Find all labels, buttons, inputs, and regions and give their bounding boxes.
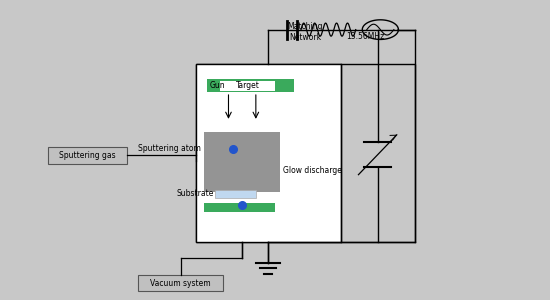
Text: Network: Network <box>289 33 321 42</box>
Text: Glow discharge: Glow discharge <box>283 166 342 175</box>
Text: Substrate: Substrate <box>177 189 214 198</box>
Bar <box>196 64 415 242</box>
Bar <box>204 132 280 192</box>
Text: Sputtering atom: Sputtering atom <box>138 144 201 153</box>
Bar <box>48 147 127 164</box>
Bar <box>204 203 275 212</box>
Bar <box>215 190 256 198</box>
Text: Gun: Gun <box>210 81 225 90</box>
Bar <box>207 79 294 92</box>
Bar <box>221 81 275 91</box>
Text: Matching: Matching <box>287 22 323 31</box>
Text: Sputtering gas: Sputtering gas <box>59 151 116 160</box>
Bar <box>138 275 223 291</box>
Bar <box>196 64 340 242</box>
Text: 13.56MHz: 13.56MHz <box>346 32 384 41</box>
Text: Target: Target <box>236 81 260 90</box>
Text: Vacuum system: Vacuum system <box>150 278 211 287</box>
